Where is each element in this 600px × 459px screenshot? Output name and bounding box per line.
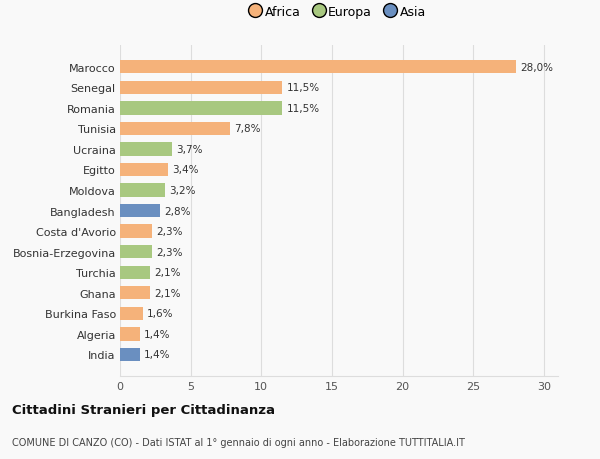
Bar [120,286,149,300]
Bar [120,246,152,259]
Text: 2,3%: 2,3% [157,227,183,237]
Text: 28,0%: 28,0% [520,62,553,73]
Text: 2,3%: 2,3% [157,247,183,257]
Text: 2,1%: 2,1% [154,268,181,278]
Bar [120,225,152,238]
Text: Cittadini Stranieri per Cittadinanza: Cittadini Stranieri per Cittadinanza [12,403,275,416]
Bar [120,328,140,341]
Bar [120,123,230,136]
Text: COMUNE DI CANZO (CO) - Dati ISTAT al 1° gennaio di ogni anno - Elaborazione TUTT: COMUNE DI CANZO (CO) - Dati ISTAT al 1° … [12,437,465,447]
Bar [120,143,172,156]
Text: 1,6%: 1,6% [147,309,173,319]
Bar [120,163,168,177]
Text: 1,4%: 1,4% [144,350,170,360]
Bar [120,184,165,197]
Bar [120,348,140,361]
Bar [120,81,283,95]
Text: 11,5%: 11,5% [287,104,320,113]
Text: 3,4%: 3,4% [172,165,199,175]
Text: 7,8%: 7,8% [235,124,261,134]
Text: 3,2%: 3,2% [169,185,196,196]
Bar [120,266,149,280]
Text: 1,4%: 1,4% [144,329,170,339]
Text: 2,1%: 2,1% [154,288,181,298]
Text: 2,8%: 2,8% [164,206,190,216]
Bar [120,204,160,218]
Legend: Africa, Europa, Asia: Africa, Europa, Asia [248,3,430,23]
Bar [120,307,143,320]
Text: 11,5%: 11,5% [287,83,320,93]
Bar [120,102,283,115]
Text: 3,7%: 3,7% [176,145,203,155]
Bar [120,61,515,74]
